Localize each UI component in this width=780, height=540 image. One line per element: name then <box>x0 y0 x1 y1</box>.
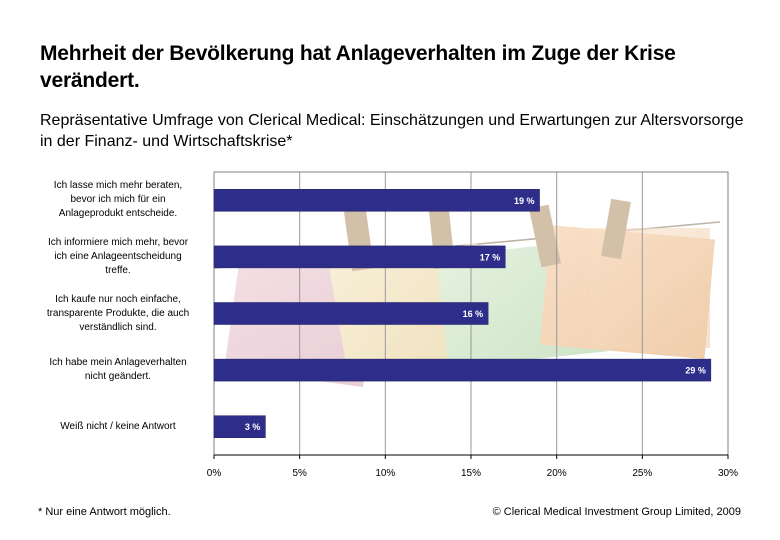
chart-subtitle: Repräsentative Umfrage von Clerical Medi… <box>40 112 744 150</box>
bar-value-label: 3 % <box>245 422 261 432</box>
footnote: * Nur eine Antwort möglich. <box>38 506 171 518</box>
category-label-line: treffe. <box>105 264 131 276</box>
category-label: Ich habe mein Anlageverhalten nicht geänd… <box>28 356 208 384</box>
category-label-line: verständlich sind. <box>79 321 157 333</box>
bar-value-label: 19 % <box>514 196 535 206</box>
copyright-notice: © Clerical Medical Investment Group Limi… <box>492 506 741 518</box>
bar-value-label: 29 % <box>685 366 706 376</box>
bar <box>213 302 489 325</box>
category-label-line: Anlageprodukt entscheide. <box>58 208 178 220</box>
bar <box>213 245 506 269</box>
chart-title: Mehrheit der Bevölkerung hat Anlageverha… <box>40 42 676 92</box>
bar-value-label: 16 % <box>463 309 484 319</box>
category-label-line: nicht geändert. <box>84 371 152 383</box>
x-tick-label: 15% <box>461 468 481 479</box>
category-label-line: bevor ich mich für ein <box>70 194 166 206</box>
category-label-line: transparente Produkte, die auch <box>46 307 190 319</box>
category-label: Weiß nicht / keine Antwort <box>28 420 208 434</box>
category-label-line: Ich lasse mich mehr beraten, <box>53 180 183 192</box>
x-tick-label: 10% <box>375 468 395 479</box>
bar-value-label: 17 % <box>480 252 501 262</box>
x-tick-label: 5% <box>292 468 307 479</box>
x-tick-label: 20% <box>547 468 567 479</box>
x-tick-label: 0% <box>207 468 222 479</box>
category-label-line: Ich kaufe nur noch einfache, <box>55 293 181 305</box>
bar <box>213 358 712 382</box>
category-label-line: Ich habe mein Anlageverhalten <box>49 357 187 369</box>
category-label-line: Ich informiere mich mehr, bevor <box>47 236 189 248</box>
category-label-line: ich eine Anlageentscheidung <box>54 250 182 262</box>
category-label-line: Weiß nicht / keine Antwort <box>60 420 176 432</box>
x-tick-label: 30% <box>718 468 738 479</box>
banknote-background-image <box>214 198 721 388</box>
plot-area: 19 % 17 % 16 % 29 % 3 % 0% 5% 10% 15% 20% 25% 30% <box>207 171 738 479</box>
category-label: Ich kaufe nur noch einfache, transparente… <box>28 293 208 335</box>
category-label: Ich lasse mich mehr beraten, bevor ich mi… <box>28 179 208 221</box>
category-label: Ich informiere mich mehr, bevor ich eine … <box>28 236 208 278</box>
x-tick-label: 25% <box>632 468 652 479</box>
bar <box>213 415 266 438</box>
bar <box>213 189 540 212</box>
